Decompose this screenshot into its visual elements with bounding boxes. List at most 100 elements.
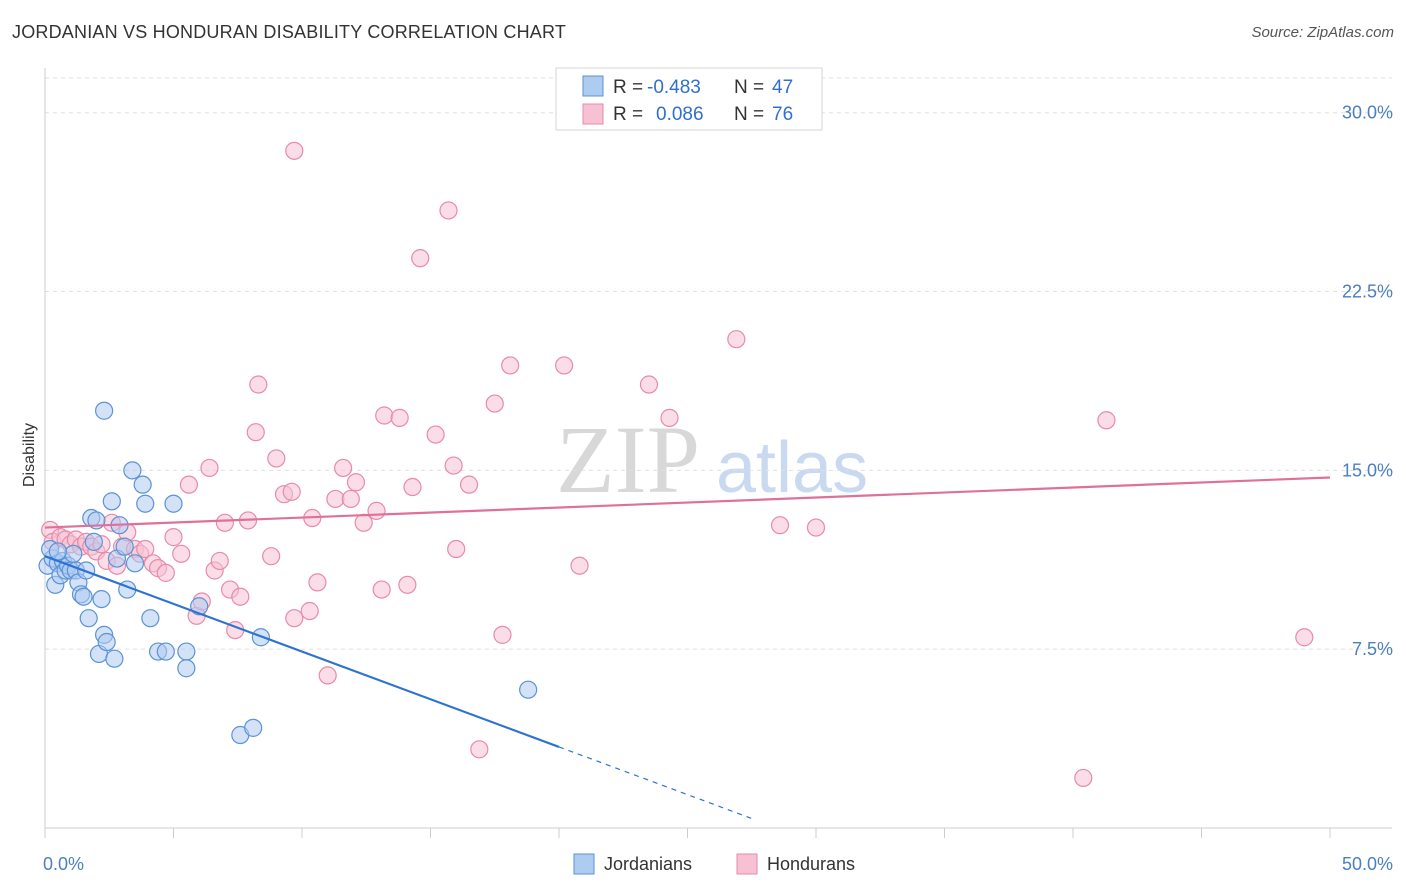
legend-n-value-jordanians: 47: [772, 77, 793, 98]
watermark-zip: ZIP: [556, 406, 700, 513]
jordanian-point: [48, 542, 67, 561]
jordanian-point: [105, 649, 124, 668]
honduran-point: [267, 449, 286, 468]
jordanian-point: [136, 494, 155, 513]
honduran-trend-line: [44, 476, 1331, 529]
honduran-point: [555, 356, 574, 375]
chart-source: Source: ZipAtlas.com: [1251, 24, 1394, 41]
honduran-point: [770, 516, 790, 535]
honduran-point: [444, 456, 463, 475]
legend-r-label-jordanians: R =: [613, 77, 643, 98]
legend-n-value-hondurans: 76: [772, 104, 793, 125]
honduran-point: [426, 425, 445, 444]
series-legend: Jordanians Hondurans: [573, 853, 855, 875]
honduran-point: [282, 482, 301, 501]
honduran-point: [470, 740, 489, 759]
honduran-point: [806, 518, 826, 537]
jordanian-point: [115, 537, 134, 556]
jordanian-points: [38, 401, 538, 745]
jordanian-point: [177, 642, 196, 661]
honduran-point: [318, 666, 337, 685]
y-tick-label: 15.0%: [1342, 460, 1393, 480]
honduran-point: [262, 547, 281, 566]
honduran-point: [1295, 628, 1314, 647]
jordanian-point: [190, 597, 209, 616]
honduran-point: [1074, 768, 1093, 788]
jordanian-point: [125, 554, 145, 573]
legend-n-label-jordanians: N =: [734, 77, 764, 98]
y-axis-title: Disability: [21, 423, 38, 487]
legend-r-value-jordanians: -0.483: [647, 77, 701, 98]
chart-title: JORDANIAN VS HONDURAN DISABILITY CORRELA…: [12, 22, 567, 42]
honduran-point: [439, 201, 458, 220]
honduran-point: [493, 625, 512, 644]
honduran-point: [285, 141, 304, 160]
legend-r-value-hondurans: 0.086: [656, 104, 704, 125]
y-tick-label: 7.5%: [1352, 639, 1393, 659]
x-tick-label: 0.0%: [43, 854, 84, 874]
honduran-point: [403, 477, 422, 497]
honduran-point: [179, 475, 199, 494]
honduran-point: [398, 575, 417, 594]
honduran-point: [1097, 411, 1116, 430]
honduran-point: [727, 330, 746, 349]
legend-r-label-hondurans: R =: [613, 104, 643, 125]
bottom-legend-swatch-hondurans: [736, 853, 758, 875]
bottom-legend-label-hondurans: Hondurans: [767, 854, 855, 874]
jordanian-point: [156, 642, 175, 661]
honduran-point: [326, 489, 345, 509]
x-tick-label: 50.0%: [1342, 854, 1393, 874]
honduran-point: [485, 394, 504, 413]
jordanian-point: [84, 532, 103, 551]
honduran-point: [172, 544, 191, 563]
honduran-point: [156, 563, 175, 582]
legend-swatch-jordanians: [582, 75, 604, 97]
jordanian-point: [64, 544, 83, 563]
honduran-point: [164, 528, 183, 547]
x-tick-labels: 0.0% 50.0%: [43, 854, 1393, 874]
jordanian-point: [244, 718, 263, 737]
jordanian-trend-extension: [558, 746, 752, 820]
jordanian-point: [141, 609, 160, 628]
honduran-point: [411, 249, 430, 268]
honduran-point: [341, 489, 360, 509]
honduran-point: [570, 556, 589, 575]
honduran-point: [367, 501, 386, 520]
legend-swatch-hondurans: [582, 103, 604, 125]
honduran-point: [501, 356, 520, 375]
honduran-point: [136, 539, 155, 559]
honduran-point: [210, 551, 229, 571]
honduran-point: [660, 408, 679, 427]
jordanian-point: [74, 587, 93, 606]
jordanian-point: [164, 494, 183, 513]
jordanian-point: [133, 475, 152, 494]
watermark-atlas: atlas: [716, 428, 868, 508]
jordanian-point: [177, 659, 196, 678]
jordanian-point: [92, 589, 111, 609]
jordanian-point: [123, 461, 142, 480]
honduran-point: [246, 423, 265, 442]
honduran-point: [334, 458, 353, 478]
honduran-point: [215, 513, 234, 532]
correlation-legend: R = -0.483 N = 47 R = 0.086 N = 76: [555, 67, 823, 131]
honduran-point: [447, 539, 466, 559]
legend-n-label-hondurans: N =: [734, 104, 764, 125]
honduran-point: [375, 406, 394, 425]
bottom-legend-label-jordanians: Jordanians: [604, 854, 692, 874]
jordanian-point: [79, 609, 98, 628]
y-tick-label: 22.5%: [1342, 282, 1393, 302]
honduran-point: [285, 609, 304, 628]
bottom-legend-swatch-jordanians: [573, 853, 595, 875]
honduran-point: [372, 580, 391, 599]
jordanian-point: [102, 492, 121, 511]
honduran-point: [200, 458, 219, 478]
honduran-point: [249, 375, 268, 394]
jordanian-point: [95, 401, 114, 420]
honduran-point: [231, 587, 250, 606]
trend-lines: [44, 476, 1331, 820]
jordanian-point: [97, 632, 116, 652]
honduran-point: [354, 513, 373, 532]
jordanian-trend-line: [44, 555, 560, 748]
honduran-point: [346, 473, 366, 492]
